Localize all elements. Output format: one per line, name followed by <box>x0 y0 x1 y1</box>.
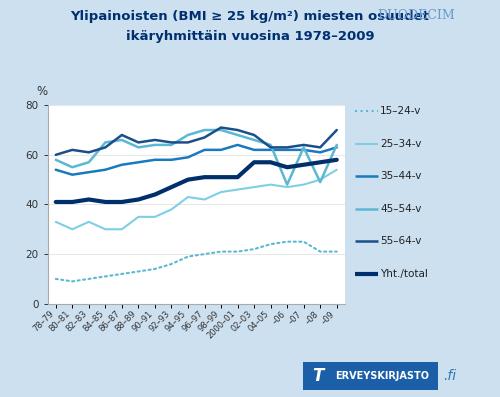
Text: 45–54-v: 45–54-v <box>380 204 422 214</box>
Text: 35–44-v: 35–44-v <box>380 171 422 181</box>
Text: 55–64-v: 55–64-v <box>380 236 422 247</box>
FancyBboxPatch shape <box>302 362 438 390</box>
Text: 15–24-v: 15–24-v <box>380 106 422 116</box>
Text: T: T <box>312 367 323 385</box>
Text: Ylipainoisten (BMI ≥ 25 kg/m²) miesten osuudet: Ylipainoisten (BMI ≥ 25 kg/m²) miesten o… <box>70 10 430 23</box>
Text: %: % <box>36 85 47 98</box>
Text: ikäryhmittäin vuosina 1978–2009: ikäryhmittäin vuosina 1978–2009 <box>126 30 374 43</box>
Text: .fi: .fi <box>443 369 456 383</box>
Text: 25–34-v: 25–34-v <box>380 139 422 149</box>
Text: ERVEYSKIRJASTO: ERVEYSKIRJASTO <box>336 371 430 381</box>
Text: DUODECIM: DUODECIM <box>378 9 455 22</box>
Text: Yht./total: Yht./total <box>380 269 428 279</box>
